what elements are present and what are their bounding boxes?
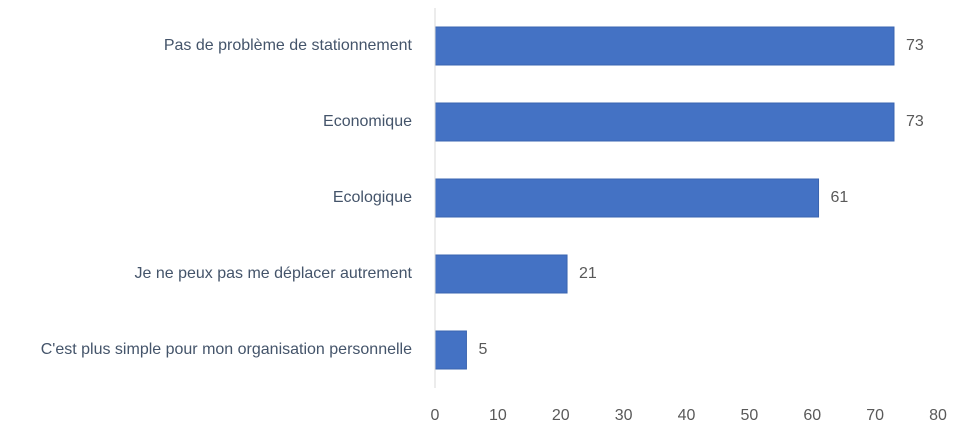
y-tick-label: Je ne peux pas me déplacer autrement [134,265,413,282]
y-tick-label: C'est plus simple pour mon organisation … [40,341,412,358]
x-tick-label: 30 [615,407,633,424]
bar [434,26,895,66]
data-label: 61 [831,189,849,206]
x-tick-label: 50 [740,407,758,424]
bar [434,178,820,218]
bar [434,254,568,294]
data-label: 73 [906,37,924,54]
data-label: 21 [579,265,597,282]
x-tick-label: 80 [929,407,947,424]
bar [434,330,467,370]
bar [434,102,895,142]
x-tick-label: 0 [431,407,440,424]
x-tick-label: 20 [552,407,570,424]
y-tick-label: Ecologique [332,189,412,206]
y-tick-label: Pas de problème de stationnement [163,37,412,54]
x-tick-label: 10 [489,407,507,424]
data-label: 73 [906,113,924,130]
x-tick-label: 70 [866,407,884,424]
data-label: 5 [478,341,487,358]
y-tick-label: Economique [323,113,412,130]
x-tick-label: 40 [678,407,696,424]
x-tick-label: 60 [803,407,821,424]
